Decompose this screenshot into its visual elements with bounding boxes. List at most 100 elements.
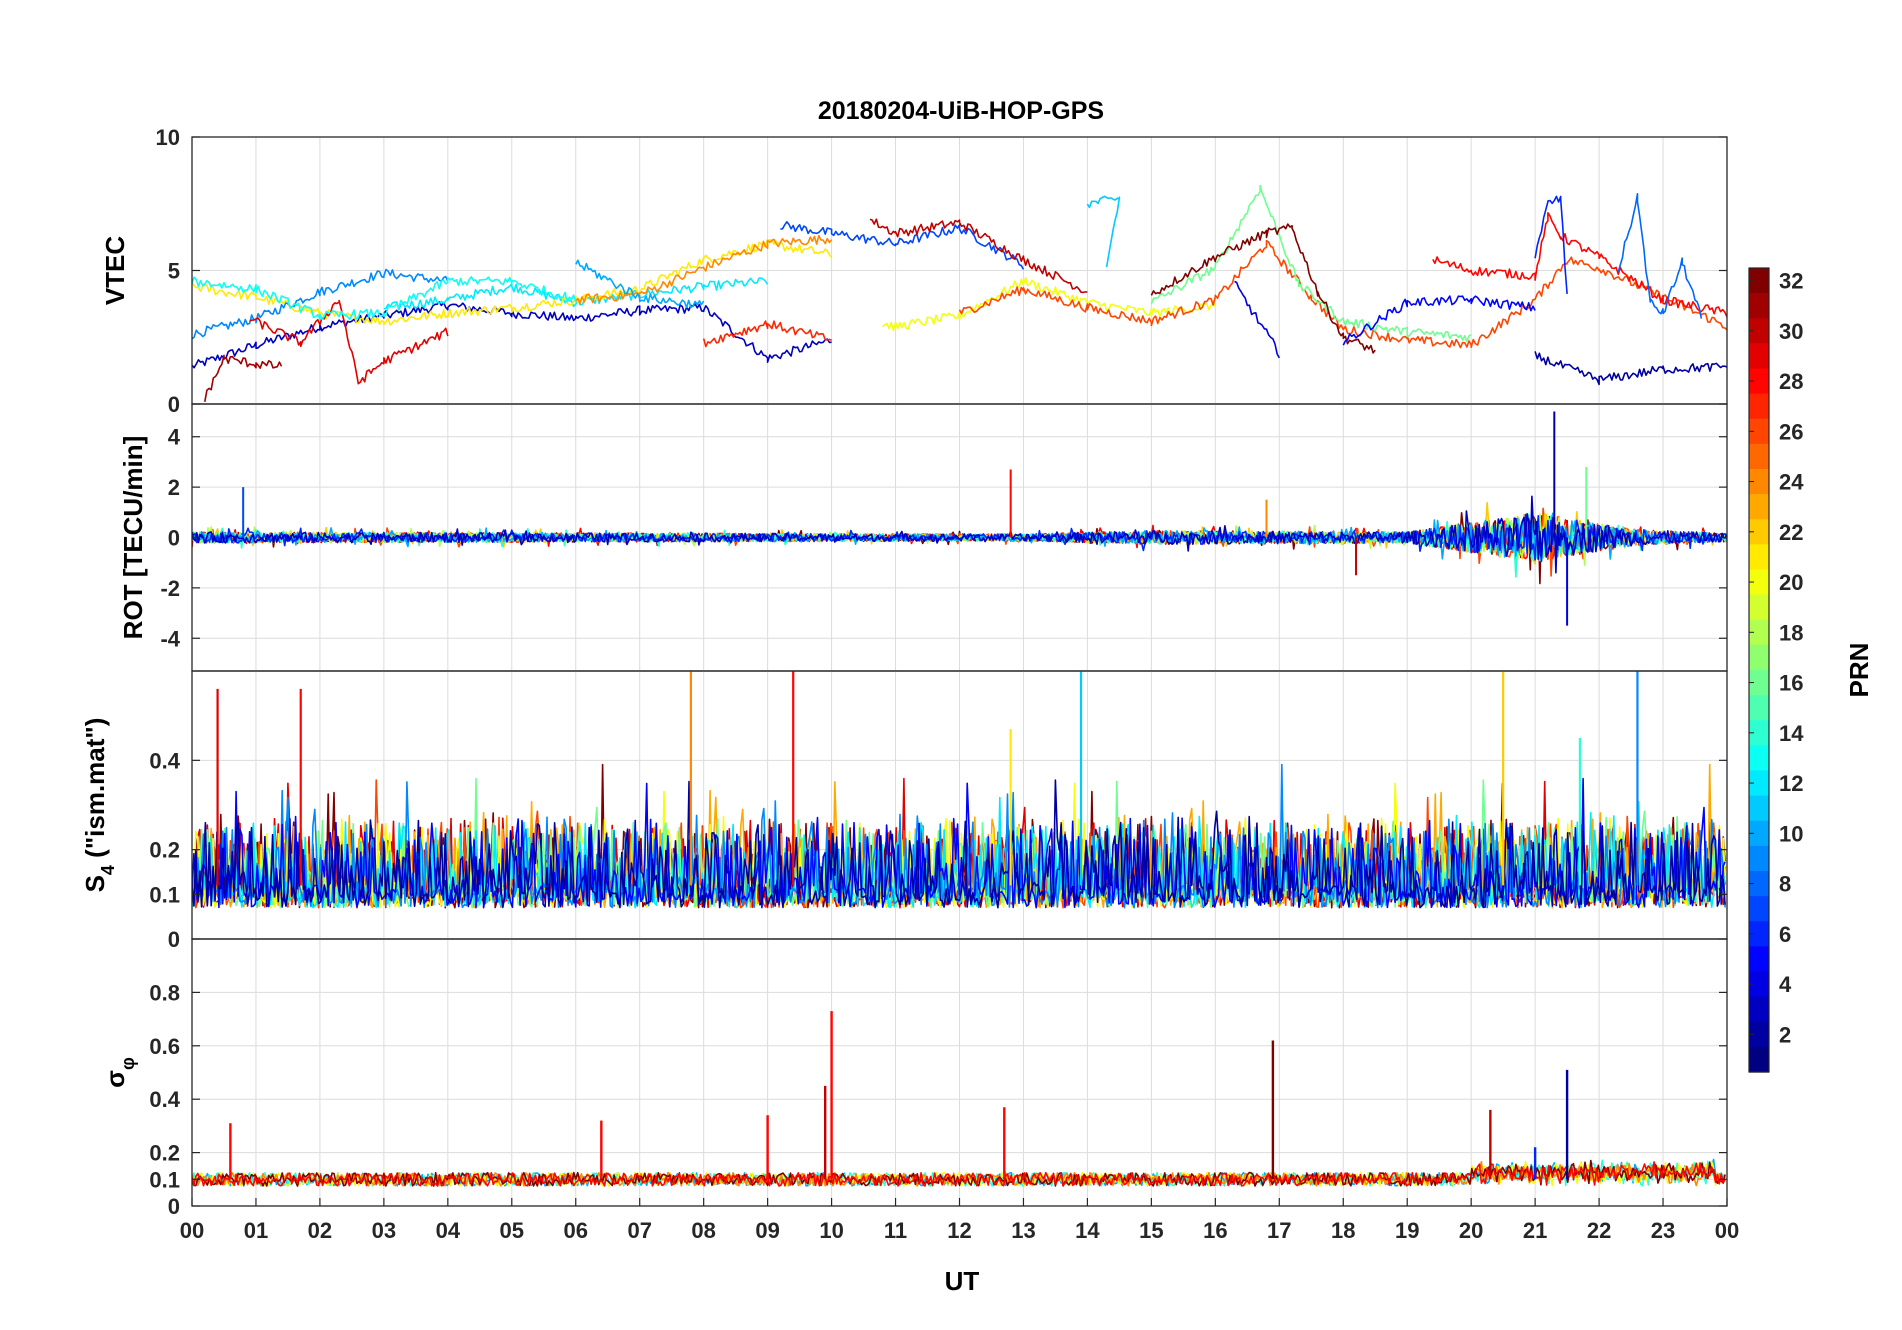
x-tick-label: 19 bbox=[1395, 1218, 1419, 1243]
colorbar-segment bbox=[1749, 594, 1769, 621]
y-label-rest: ("ism.mat") bbox=[80, 718, 110, 865]
x-tick-label: 23 bbox=[1651, 1218, 1675, 1243]
vtec-series-prn-31 bbox=[204, 354, 283, 402]
vtec-series-prn-12 bbox=[383, 277, 769, 311]
y-tick-label: 0.1 bbox=[149, 882, 180, 907]
colorbar-segment bbox=[1749, 544, 1769, 571]
x-tick-label: 16 bbox=[1203, 1218, 1227, 1243]
x-tick-label: 18 bbox=[1331, 1218, 1355, 1243]
rot-series-prn-3 bbox=[192, 495, 1727, 574]
colorbar-tick-label: 28 bbox=[1779, 369, 1803, 394]
colorbar-segment bbox=[1749, 871, 1769, 897]
plot-area bbox=[192, 1011, 1726, 1187]
y-tick-label: 10 bbox=[156, 125, 180, 150]
y-axis-label-vtec: VTEC bbox=[100, 236, 130, 306]
colorbar-segment bbox=[1749, 720, 1769, 746]
colorbar-tick-label: 32 bbox=[1779, 269, 1803, 294]
vtec-series-prn-28 bbox=[1432, 212, 1727, 318]
colorbar-tick-label: 8 bbox=[1779, 872, 1791, 897]
plot-area bbox=[192, 184, 1727, 402]
x-tick-label: 21 bbox=[1523, 1218, 1547, 1243]
x-tick-label: 13 bbox=[1011, 1218, 1035, 1243]
vtec-series-prn-9 bbox=[192, 268, 449, 340]
y-tick-label: 0.8 bbox=[149, 980, 180, 1005]
y-axis-label-rot: ROT [TECU/min] bbox=[118, 436, 148, 640]
colorbar-segment bbox=[1749, 695, 1769, 721]
vtec-series-prn-26 bbox=[958, 239, 1727, 349]
y-tick-label: -4 bbox=[160, 626, 180, 651]
colorbar-segment bbox=[1749, 946, 1769, 973]
vtec-series-prn-6 bbox=[1534, 195, 1568, 294]
colorbar-tick-label: 4 bbox=[1779, 972, 1792, 997]
y-tick-label: 2 bbox=[168, 475, 180, 500]
colorbar-segment bbox=[1749, 1046, 1769, 1073]
colorbar-segment bbox=[1749, 745, 1769, 772]
vtec-series-prn-13 bbox=[192, 276, 577, 321]
y-label-sub: 4 bbox=[98, 865, 118, 875]
s4-series-prn-5 bbox=[192, 777, 1726, 909]
x-axis-label: UT bbox=[945, 1266, 980, 1296]
chart-title: 20180204-UiB-HOP-GPS bbox=[818, 97, 1104, 125]
colorbar-segment bbox=[1749, 921, 1769, 947]
x-tick-label: 00 bbox=[1715, 1218, 1739, 1243]
y-tick-label: 0.4 bbox=[149, 748, 180, 773]
colorbar-segment bbox=[1749, 971, 1769, 998]
y-axis-label-sigma: σφ bbox=[100, 1057, 138, 1088]
vtec-series-prn-30 bbox=[869, 218, 1088, 294]
panel-rot: -4 -2 0 2 4 ROT [TECU/min] bbox=[118, 403, 1728, 672]
colorbar-tick-label: 6 bbox=[1779, 922, 1791, 947]
y-tick-label: 0 bbox=[168, 927, 180, 952]
x-tick-label: 15 bbox=[1139, 1218, 1163, 1243]
y-tick-label: 0.6 bbox=[149, 1034, 180, 1059]
vtec-series-prn-4 bbox=[1234, 280, 1281, 359]
x-tick-label: 10 bbox=[819, 1218, 843, 1243]
y-tick-label: -2 bbox=[160, 576, 180, 601]
colorbar-segment bbox=[1749, 896, 1769, 922]
x-tick-label: 17 bbox=[1267, 1218, 1291, 1243]
x-tick-label: 00 bbox=[180, 1218, 204, 1243]
colorbar-tick-label: 18 bbox=[1779, 620, 1803, 645]
colorbar-segment bbox=[1749, 368, 1769, 395]
x-tick-label: 09 bbox=[755, 1218, 779, 1243]
sigma-series-prn-28 bbox=[192, 1161, 1726, 1187]
x-tick-label: 12 bbox=[947, 1218, 971, 1243]
colorbar-segment bbox=[1749, 996, 1769, 1023]
vtec-series-prn-24 bbox=[575, 234, 833, 305]
x-tick-label: 04 bbox=[436, 1218, 461, 1243]
colorbar-segment bbox=[1749, 644, 1769, 671]
colorbar-tick-label: 12 bbox=[1779, 771, 1803, 796]
x-tick-label: 14 bbox=[1075, 1218, 1100, 1243]
colorbar-tick-label: 10 bbox=[1779, 821, 1803, 846]
x-tick-label: 07 bbox=[627, 1218, 651, 1243]
y-label-sub: φ bbox=[118, 1057, 138, 1070]
x-tick-label: 02 bbox=[308, 1218, 332, 1243]
x-tick-label: 01 bbox=[244, 1218, 268, 1243]
y-label-main: σ bbox=[100, 1070, 130, 1088]
colorbar-tick-label: 20 bbox=[1779, 570, 1803, 595]
vtec-series-prn-2 bbox=[1534, 351, 1727, 386]
vtec-series-prn-7 bbox=[780, 221, 1025, 270]
x-tick-label: 08 bbox=[691, 1218, 715, 1243]
panel-s4: 0 0.1 0.2 0.4 S4 ("ism.mat") bbox=[80, 670, 1728, 952]
y-tick-label: 0.2 bbox=[149, 838, 180, 863]
colorbar-segment bbox=[1749, 670, 1769, 696]
vtec-series-prn-8 bbox=[1617, 193, 1703, 319]
colorbar-segment bbox=[1749, 569, 1769, 596]
colorbar-tick-label: 14 bbox=[1779, 721, 1804, 746]
colorbar-segment bbox=[1749, 443, 1769, 470]
y-tick-label: 0.1 bbox=[149, 1167, 180, 1192]
vtec-series-prn-16 bbox=[1150, 184, 1472, 343]
colorbar-segment bbox=[1749, 494, 1769, 520]
colorbar-segment bbox=[1749, 293, 1769, 319]
colorbar-tick-label: 16 bbox=[1779, 671, 1803, 696]
x-tick-label: 06 bbox=[564, 1218, 588, 1243]
colorbar-segment bbox=[1749, 268, 1769, 294]
colorbar-segment bbox=[1749, 770, 1769, 797]
y-tick-label: 0 bbox=[168, 526, 180, 551]
panel-vtec: 0 5 10 VTEC bbox=[100, 125, 1728, 417]
colorbar-segment bbox=[1749, 820, 1769, 847]
x-tick-label: 03 bbox=[372, 1218, 396, 1243]
colorbar-label: PRN bbox=[1844, 643, 1874, 698]
y-tick-label: 5 bbox=[168, 259, 180, 284]
